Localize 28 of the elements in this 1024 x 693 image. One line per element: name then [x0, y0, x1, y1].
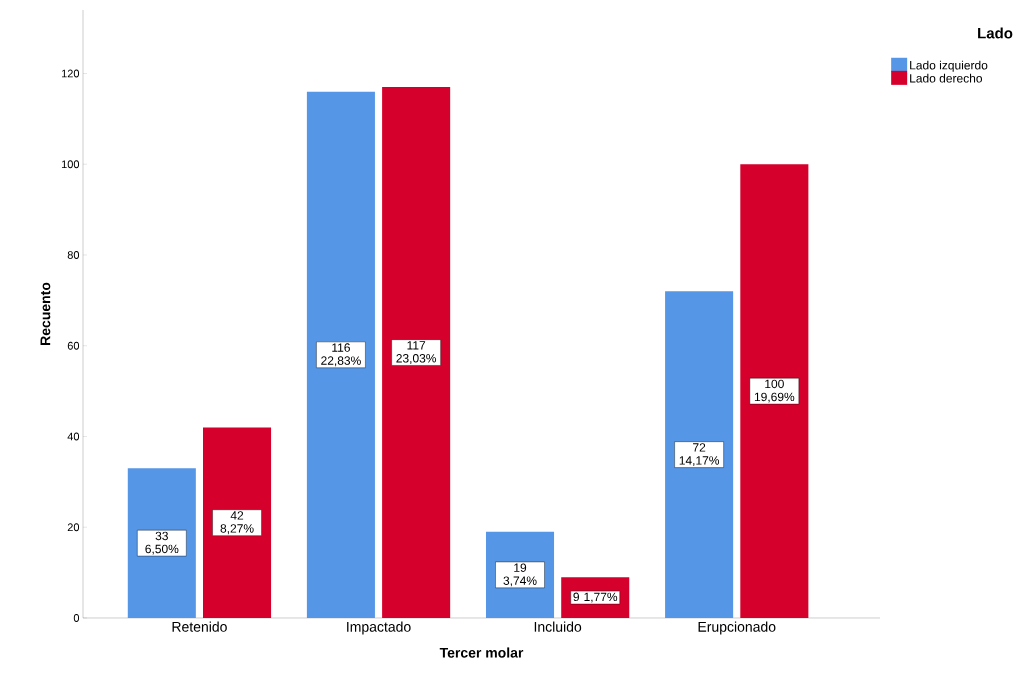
x-tick-label: Impactado [347, 621, 411, 635]
x-axis-title: Tercer molar [439, 647, 524, 658]
y-tick-label: 60 [67, 341, 80, 350]
bar [382, 87, 451, 618]
data-label: 33 6,50% [145, 531, 179, 555]
y-tick-label: 100 [61, 160, 80, 169]
y-tick-label: 0 [73, 614, 80, 622]
legend-label: Lado izquierdo [910, 60, 988, 72]
y-tick-label: 40 [67, 432, 80, 441]
data-label: 100 19,69% [754, 379, 795, 403]
x-tick-label: Incluido [534, 621, 582, 632]
y-tick-label: 80 [67, 251, 80, 259]
y-tick-label: 120 [61, 69, 80, 78]
bar [740, 164, 809, 618]
legend-label: Lado derecho [910, 73, 983, 83]
bar [665, 291, 734, 618]
legend-title: Lado [978, 27, 1013, 39]
y-tick-label: 20 [67, 523, 80, 532]
x-tick-label: Erupcionado [698, 621, 776, 635]
data-label: 9 1,77% [573, 592, 618, 603]
y-axis-title: Recuento [40, 282, 51, 345]
data-label: 116 22,83% [321, 343, 361, 367]
bar [306, 91, 375, 618]
data-label: 42 8,27% [220, 511, 254, 535]
data-label: 19 3,74% [503, 563, 537, 587]
x-tick-label: Retenido [172, 621, 227, 632]
data-label: 117 23,03% [396, 341, 437, 364]
data-label: 72 14,17% [679, 443, 720, 467]
